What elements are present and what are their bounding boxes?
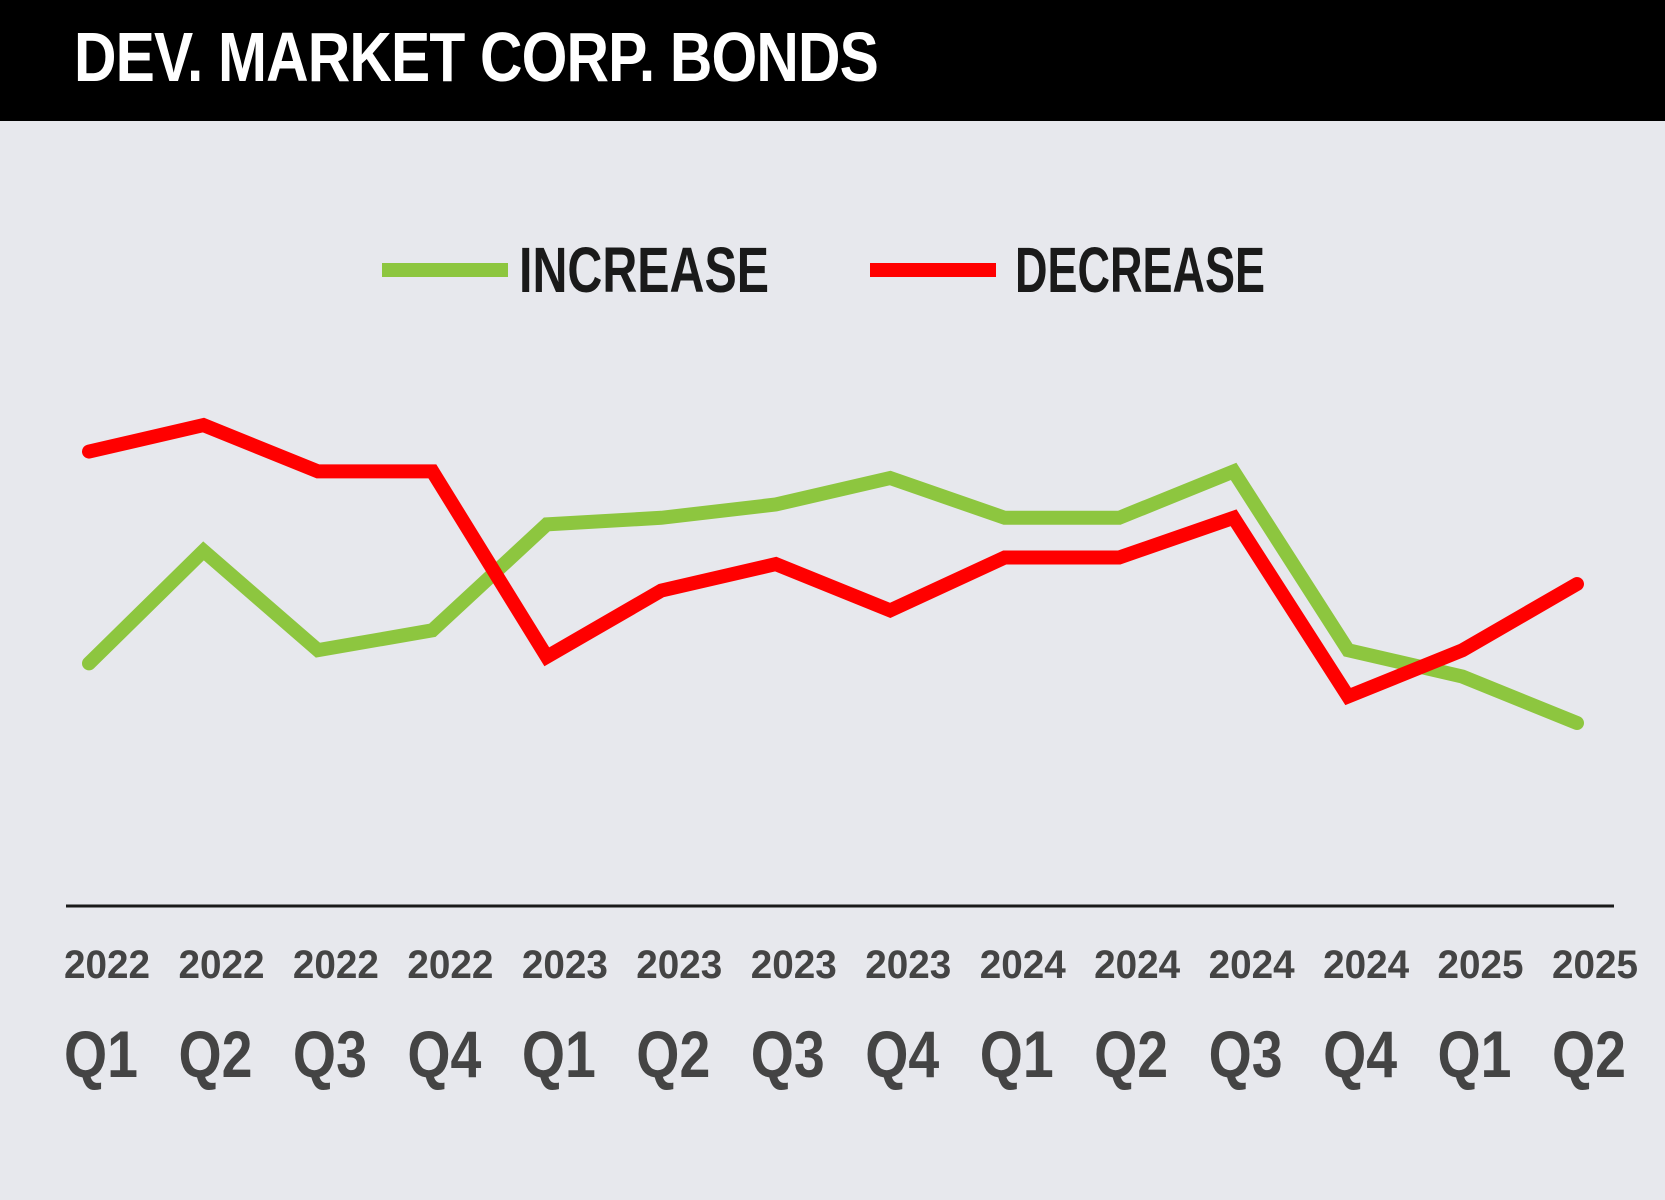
series-line-increase bbox=[82, 462, 1584, 730]
x-tick-quarter-label: Q1 bbox=[1438, 1017, 1512, 1091]
x-axis-labels: 2022 Q1 2022 Q2 2022 Q3 2022 Q4 2023 Q1 2023 Q2 2023… bbox=[64, 943, 1638, 1091]
x-tick-year-label: 2024 bbox=[980, 943, 1067, 987]
x-tick-quarter-label: Q3 bbox=[293, 1017, 367, 1091]
page-title: DEV. MARKET CORP. BONDS bbox=[74, 18, 879, 96]
x-tick-year-label: 2023 bbox=[751, 943, 837, 987]
x-tick-year-label: 2023 bbox=[865, 943, 951, 987]
legend-label-increase: INCREASE bbox=[519, 234, 769, 306]
legend: INCREASE DECREASE bbox=[382, 234, 1265, 306]
x-tick-quarter-label: Q2 bbox=[178, 1017, 252, 1091]
x-tick-year-label: 2022 bbox=[407, 943, 493, 987]
x-tick-quarter-label: Q1 bbox=[64, 1017, 138, 1091]
x-tick-year-label: 2023 bbox=[636, 943, 722, 987]
x-tick-quarter-label: Q4 bbox=[865, 1017, 939, 1091]
legend-label-decrease: DECREASE bbox=[1015, 234, 1265, 306]
x-tick-quarter-label: Q3 bbox=[1209, 1017, 1283, 1091]
x-tick-year-label: 2022 bbox=[293, 943, 379, 987]
line-chart: INCREASE DECREASE 2022 Q1 2022 Q2 2022 Q3 2022 Q… bbox=[64, 234, 1638, 1091]
x-tick-quarter-label: Q2 bbox=[1552, 1017, 1626, 1091]
x-tick-quarter-label: Q2 bbox=[636, 1017, 710, 1091]
x-tick-year-label: 2024 bbox=[1323, 943, 1410, 987]
x-tick-year-label: 2024 bbox=[1094, 943, 1181, 987]
x-tick-quarter-label: Q1 bbox=[522, 1017, 596, 1091]
chart-lines bbox=[82, 417, 1584, 730]
x-tick-quarter-label: Q4 bbox=[1323, 1017, 1397, 1091]
x-tick-year-label: 2024 bbox=[1209, 943, 1296, 987]
x-tick-year-label: 2025 bbox=[1438, 943, 1524, 987]
x-tick-year-label: 2022 bbox=[178, 943, 264, 987]
series-line-decrease bbox=[82, 417, 1584, 706]
x-tick-year-label: 2023 bbox=[522, 943, 608, 987]
x-tick-quarter-label: Q3 bbox=[751, 1017, 825, 1091]
x-tick-quarter-label: Q2 bbox=[1094, 1017, 1168, 1091]
x-tick-year-label: 2025 bbox=[1552, 943, 1638, 987]
x-tick-quarter-label: Q4 bbox=[407, 1017, 481, 1091]
x-tick-year-label: 2022 bbox=[64, 943, 150, 987]
header-bar: DEV. MARKET CORP. BONDS bbox=[0, 0, 1665, 121]
x-tick-quarter-label: Q1 bbox=[980, 1017, 1054, 1091]
